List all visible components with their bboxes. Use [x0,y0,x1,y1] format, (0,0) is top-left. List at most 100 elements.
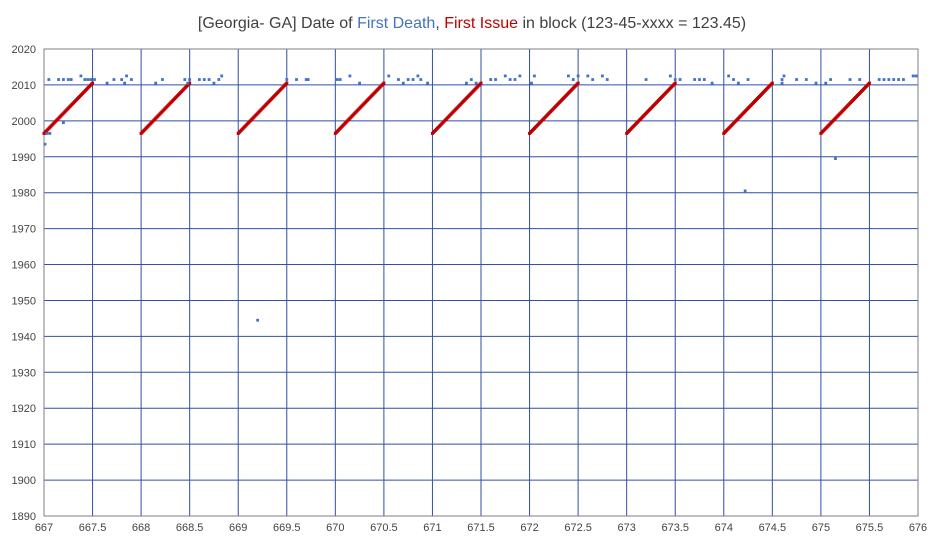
first-death-point [387,74,391,78]
first-death-point [112,78,116,81]
first-death-point [62,78,65,81]
x-tick-label: 672.5 [564,522,592,534]
title-prefix: [Georgia- GA] Date of [198,15,357,32]
first-death-point [824,81,828,85]
first-death-point [897,78,900,81]
first-death-point [780,81,784,85]
first-death-point [123,81,127,85]
first-death-point [892,78,896,81]
first-death-point [533,74,536,78]
first-death-point [902,78,905,81]
gridlines [43,48,919,517]
y-tick-label: 2010 [12,80,36,92]
first-death-point [465,81,468,85]
first-death-point [469,78,473,81]
first-death-point [66,78,70,81]
x-tick-label: 674.5 [759,522,787,534]
first-death-point [43,142,47,146]
first-death-point [188,78,192,81]
first-death-point [882,78,886,81]
x-tick-label: 669.5 [273,522,301,534]
first-death-point [795,78,799,81]
first-death-point [295,78,298,81]
x-tick-label: 670.5 [370,522,398,534]
first-death-point [887,78,891,81]
first-death-point [183,78,187,81]
first-issue-point [867,81,871,85]
first-death-point [45,132,49,135]
title-separator: , [435,15,444,32]
first-death-point [358,81,362,85]
first-death-point [605,78,609,81]
first-death-point [732,78,735,81]
x-tick-label: 670 [326,522,344,534]
first-issue-point [673,81,677,85]
first-death-point [93,78,96,81]
first-death-point [304,78,308,81]
first-death-point [69,78,73,81]
first-death-point [335,78,339,81]
first-death-point [586,74,590,78]
first-death-point [285,78,289,81]
first-death-point [736,81,740,85]
first-death-point [83,78,87,81]
x-tick-label: 676 [909,522,927,534]
first-death-point [47,78,51,81]
y-tick-label: 1940 [12,331,36,343]
first-death-point [348,74,352,78]
first-death-point [125,74,128,78]
x-tick-label: 675 [812,522,830,534]
first-death-point [86,78,90,81]
y-tick-label: 1950 [12,295,36,307]
first-death-point [600,74,604,78]
first-issue-point [285,81,289,85]
first-death-point [530,81,533,85]
first-death-point [401,81,405,85]
first-death-point [678,78,682,81]
first-death-point [877,78,881,81]
first-death-point [743,189,747,193]
x-tick-label: 671 [423,522,441,534]
first-death-point [207,78,211,81]
x-tick-label: 674 [715,522,733,534]
x-tick-label: 668 [132,522,150,534]
first-death-point [591,78,595,81]
first-death-point [829,78,832,81]
first-issue-point [576,81,580,85]
x-tick-label: 668.5 [176,522,204,534]
first-death-point [105,81,109,85]
first-death-point [503,74,507,78]
first-issue-point [188,81,192,85]
first-death-point [848,78,852,81]
first-issue-point [382,81,386,85]
x-tick-label: 672 [520,522,538,534]
y-tick-label: 1910 [12,439,36,451]
first-death-point [426,81,429,85]
first-death-point [217,78,221,81]
first-issue-point [770,81,774,85]
first-death-point [780,78,784,81]
first-death-point [419,78,423,81]
first-death-point [338,78,342,81]
first-death-point [693,78,697,81]
first-issue-point [479,81,483,85]
y-tick-label: 1920 [12,403,36,415]
first-death-point [513,78,517,81]
first-death-point [746,78,750,81]
first-death-point [411,78,415,81]
first-death-point [161,78,164,81]
first-death-point [782,74,786,78]
x-axis-labels: 667 667.5 668 668.5 669 669.5 670 670.5 671 671.5… [35,522,927,534]
x-tick-label: 673.5 [661,522,689,534]
first-death-point [727,74,731,78]
first-death-point [154,81,158,85]
x-tick-label: 673 [617,522,635,534]
y-tick-label: 1970 [12,224,36,236]
y-tick-label: 1930 [12,367,36,379]
first-death-point [120,78,124,81]
y-tick-label: 1890 [12,511,36,523]
first-death-point [911,74,915,78]
first-death-point [212,81,216,85]
first-death-point [710,81,714,85]
